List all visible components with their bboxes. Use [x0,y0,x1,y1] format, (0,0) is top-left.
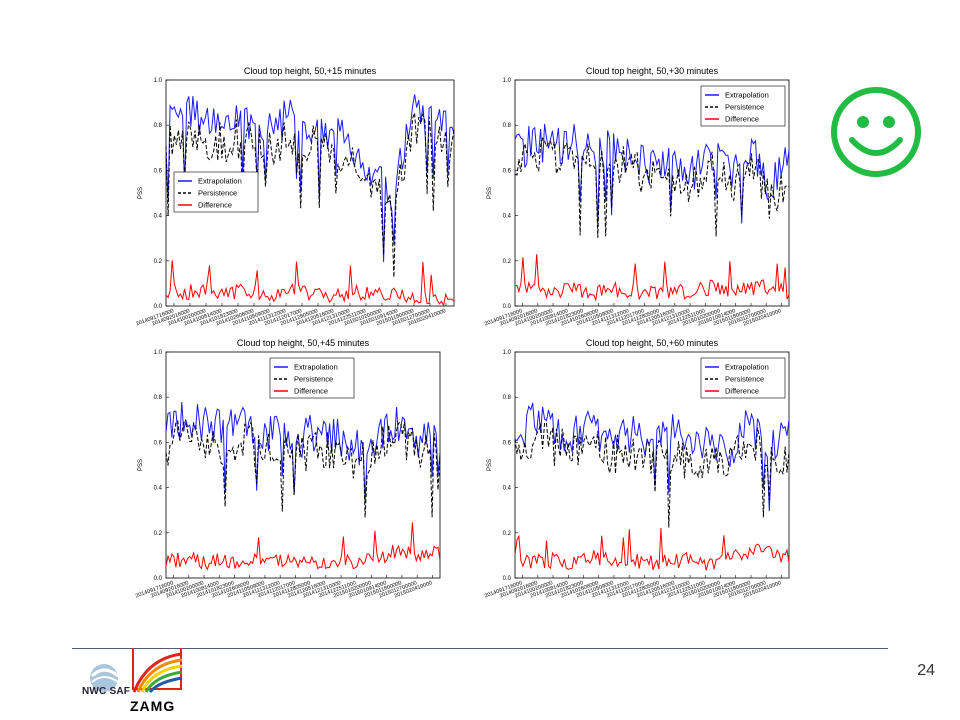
legend-label: Difference [294,387,328,396]
chart-panel-2: Cloud top height, 50,+30 minutes PSS 0.0 0.… [484,66,790,327]
y-tick-label: 0.0 [154,576,163,582]
y-tick-label: 0.8 [503,395,512,401]
series-line-persistence [514,421,790,528]
legend-label: Difference [725,387,759,396]
legend-label: Extrapolation [294,363,338,372]
y-axis-label: PSS [138,187,144,199]
nwc-saf-logo-text: NWC SAF [82,686,131,697]
y-tick-label: 0.2 [154,531,163,537]
y-tick-label: 0.2 [154,259,163,265]
chart-legend: Extrapolation Persistence Difference [269,357,355,399]
y-tick-label: 1.0 [154,78,163,84]
legend-label: Difference [725,115,759,124]
series-line-extrapolation [514,123,790,225]
legend-label: Extrapolation [198,177,242,186]
y-tick-label: 0.8 [503,123,512,129]
legend-label: Persistence [198,189,237,198]
y-tick-label: 0.4 [503,486,512,492]
chart-legend: Extrapolation Persistence Difference [173,171,259,213]
y-tick-label: 0.8 [154,395,163,401]
nwc-saf-logo [90,664,119,692]
y-tick-label: 0.6 [503,168,512,174]
y-tick-label: 0.0 [154,304,163,310]
series-line-difference [165,260,455,308]
smiley-face-icon [831,87,921,177]
series-line-persistence [514,137,790,238]
y-tick-label: 0.2 [503,259,512,265]
y-tick-label: 0.4 [503,214,512,220]
series-line-extrapolation [165,94,455,263]
y-tick-label: 0.2 [503,531,512,537]
page-number: 24 [917,662,935,679]
footer-divider [72,648,888,649]
y-tick-label: 0.8 [154,123,163,129]
chart-panel-3: Cloud top height, 50,+45 minutes PSS 0.0 0.… [135,338,441,599]
y-tick-label: 0.4 [154,486,163,492]
y-tick-label: 1.0 [503,78,512,84]
zamg-logo-text: ZAMG [130,698,176,714]
chart-legend: Extrapolation Persistence Difference [700,85,786,127]
series-line-persistence [165,112,455,278]
series-line-difference [514,527,790,571]
chart-legend: Extrapolation Persistence Difference [700,357,786,399]
y-tick-label: 0.4 [154,214,163,220]
chart-panel-1: Cloud top height, 50,+15 minutes PSS 0.0 0.… [135,66,455,327]
y-tick-label: 0.6 [154,168,163,174]
legend-label: Persistence [294,375,333,384]
chart-title: Cloud top height, 50,+30 minutes [586,66,719,76]
y-axis-label: PSS [487,187,493,199]
series-line-difference [165,522,441,571]
legend-label: Difference [198,201,232,210]
chart-title: Cloud top height, 50,+15 minutes [244,66,377,76]
zamg-logo-frame [132,648,182,690]
chart-title: Cloud top height, 50,+45 minutes [237,338,370,348]
legend-label: Persistence [725,103,764,112]
y-axis-label: PSS [487,459,493,471]
y-tick-label: 1.0 [154,350,163,356]
chart-grid: Cloud top height, 50,+15 minutes PSS 0.0 0.… [135,66,790,599]
y-tick-label: 0.0 [503,304,512,310]
y-tick-label: 0.6 [154,440,163,446]
chart-panel-4: Cloud top height, 50,+60 minutes PSS 0.0 0.… [484,338,790,599]
legend-label: Persistence [725,375,764,384]
zamg-logo [132,652,183,694]
chart-title: Cloud top height, 50,+60 minutes [586,338,719,348]
y-tick-label: 1.0 [503,350,512,356]
legend-label: Extrapolation [725,91,769,100]
y-axis-label: PSS [138,459,144,471]
series-line-difference [514,254,790,302]
y-tick-label: 0.0 [503,576,512,582]
y-tick-label: 0.6 [503,440,512,446]
legend-label: Extrapolation [725,363,769,372]
